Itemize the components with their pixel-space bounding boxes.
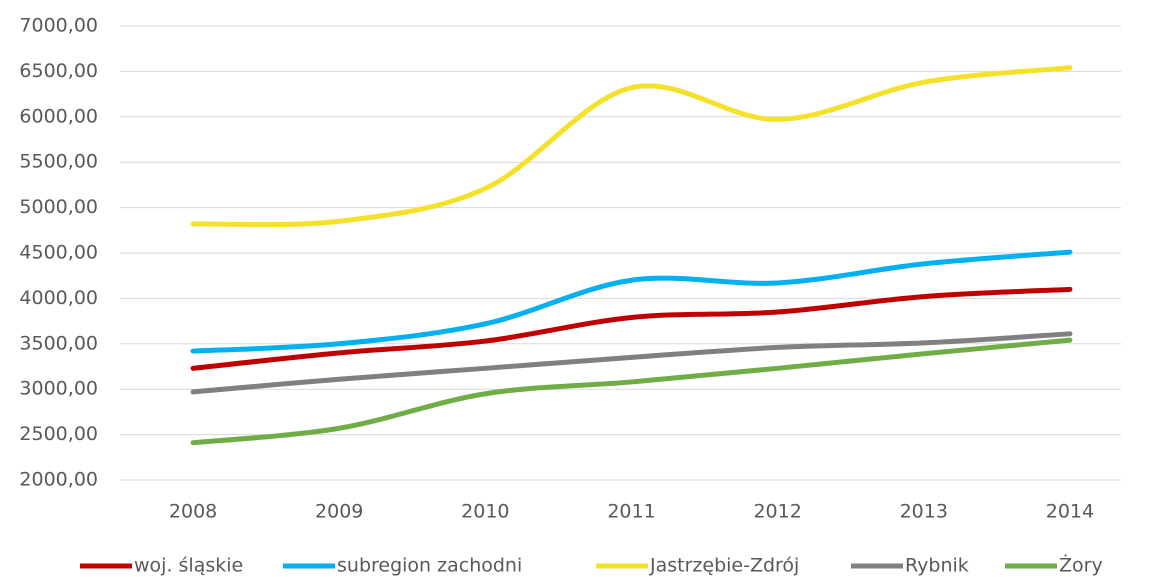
x-tick-label: 2011 [607,501,655,523]
x-tick-label: 2013 [900,501,948,523]
series-line [190,337,1073,446]
y-tick-label: 2500,00 [19,423,98,445]
legend-label: Rybnik [905,555,969,577]
x-tick-label: 2008 [169,501,217,523]
legend-label: Jastrzębie-Zdrój [649,555,799,577]
y-tick-label: 3000,00 [19,378,98,400]
y-tick-label: 4000,00 [19,287,98,309]
x-tick-label: 2009 [315,501,363,523]
series-line [190,249,1073,354]
y-tick-label: 6500,00 [19,60,98,82]
y-tick-label: 6000,00 [19,105,98,127]
y-tick-label: 2000,00 [19,469,98,491]
y-tick-label: 7000,00 [19,15,98,37]
x-tick-label: 2010 [461,501,509,523]
y-tick-label: 4500,00 [19,242,98,264]
legend-label: subregion zachodni [337,555,522,577]
series-line [190,331,1073,395]
legend-label: woj. śląskie [134,555,243,577]
series-line [190,65,1073,228]
series-line [190,286,1073,371]
x-tick-label: 2014 [1046,501,1094,523]
y-tick-label: 5000,00 [19,196,98,218]
legend-label: Żory [1059,554,1103,577]
y-tick-label: 5500,00 [19,151,98,173]
x-tick-label: 2012 [753,501,801,523]
y-tick-label: 3500,00 [19,332,98,354]
